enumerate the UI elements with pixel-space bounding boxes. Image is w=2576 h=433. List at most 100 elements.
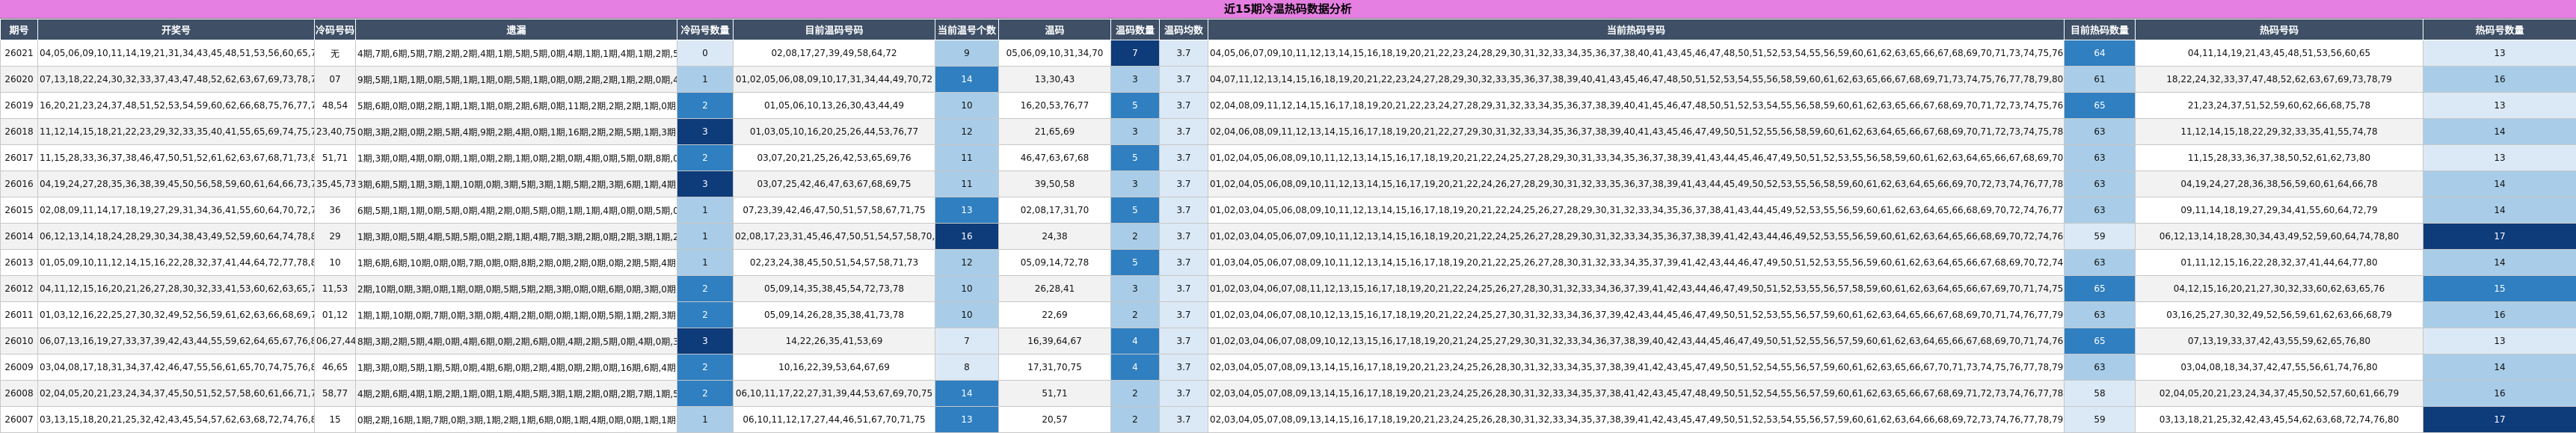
cell-cold-numbers[interactable]: 06,27,44 (315, 328, 356, 354)
cell-warm-average[interactable]: 3.7 (1160, 197, 1208, 224)
cell-warm-current[interactable]: 05,09,14,26,28,35,38,41,73,78 (734, 302, 935, 328)
cell-hot-current[interactable]: 01,02,03,04,06,07,08,09,10,12,13,15,16,1… (1208, 328, 2065, 354)
cell-cold-numbers[interactable]: 07 (315, 67, 356, 93)
cell-hot-numbers[interactable]: 03,16,25,27,30,32,49,52,56,59,61,62,63,6… (2136, 302, 2423, 328)
cell-warm-count[interactable]: 3 (1111, 276, 1160, 302)
cell-warm-current-count[interactable]: 12 (935, 119, 999, 145)
cell-warm-current[interactable]: 07,23,39,42,46,47,50,51,57,58,67,71,75 (734, 197, 935, 224)
cell-draw-numbers[interactable]: 01,03,12,16,22,25,27,30,32,49,52,56,59,6… (38, 302, 315, 328)
cell-hot-current-count[interactable]: 63 (2065, 197, 2136, 224)
cell-draw-numbers[interactable]: 06,07,13,16,19,27,33,37,39,42,43,44,55,5… (38, 328, 315, 354)
cell-cold-numbers[interactable]: 01,12 (315, 302, 356, 328)
cell-warm-count[interactable]: 4 (1111, 328, 1160, 354)
cell-cold-count[interactable]: 1 (677, 67, 734, 93)
cell-hot-current-count[interactable]: 64 (2065, 40, 2136, 67)
cell-warm-average[interactable]: 3.7 (1160, 381, 1208, 407)
cell-omission[interactable]: 5期,6期,0期,0期,2期,1期,1期,1期,0期,2期,6期,0期,11期,… (356, 93, 677, 119)
cell-warm-current[interactable]: 10,16,22,39,53,64,67,69 (734, 354, 935, 381)
cell-warm-numbers[interactable]: 20,57 (999, 407, 1111, 433)
cell-warm-count[interactable]: 2 (1111, 381, 1160, 407)
cell-cold-count[interactable]: 1 (677, 250, 734, 276)
cell-period[interactable]: 26008 (1, 381, 38, 407)
cell-warm-current[interactable]: 02,08,17,23,31,45,46,47,50,51,54,57,58,7… (734, 224, 935, 250)
cell-warm-average[interactable]: 3.7 (1160, 171, 1208, 197)
cell-hot-numbers[interactable]: 21,23,24,37,51,52,59,60,62,66,68,75,78 (2136, 93, 2423, 119)
cell-warm-numbers[interactable]: 16,20,53,76,77 (999, 93, 1111, 119)
cell-hot-numbers[interactable]: 18,22,24,32,33,37,47,48,52,62,63,67,69,7… (2136, 67, 2423, 93)
cell-draw-numbers[interactable]: 04,19,24,27,28,35,36,38,39,45,50,56,58,5… (38, 171, 315, 197)
cell-omission[interactable]: 1期,3期,0期,5期,1期,5期,0期,4期,6期,0期,2期,4期,0期,2… (356, 354, 677, 381)
cell-draw-numbers[interactable]: 04,05,06,09,10,11,14,19,21,31,34,43,45,4… (38, 40, 315, 67)
cell-warm-average[interactable]: 3.7 (1160, 354, 1208, 381)
cell-warm-current-count[interactable]: 9 (935, 40, 999, 67)
cell-period[interactable]: 26011 (1, 302, 38, 328)
cell-warm-current[interactable]: 02,23,24,38,45,50,51,54,57,58,71,73 (734, 250, 935, 276)
cell-period[interactable]: 26016 (1, 171, 38, 197)
cell-period[interactable]: 26010 (1, 328, 38, 354)
cell-cold-numbers[interactable]: 36 (315, 197, 356, 224)
cell-hot-numbers[interactable]: 11,15,28,33,36,37,38,50,52,61,62,73,80 (2136, 145, 2423, 171)
cell-period[interactable]: 26018 (1, 119, 38, 145)
cell-warm-count[interactable]: 2 (1111, 224, 1160, 250)
cell-hot-numbers[interactable]: 02,04,05,20,21,23,24,34,37,45,50,52,57,6… (2136, 381, 2423, 407)
cell-warm-current-count[interactable]: 7 (935, 328, 999, 354)
cell-cold-count[interactable]: 1 (677, 197, 734, 224)
cell-warm-numbers[interactable]: 02,08,17,31,70 (999, 197, 1111, 224)
cell-period[interactable]: 26020 (1, 67, 38, 93)
cell-warm-numbers[interactable]: 16,39,64,67 (999, 328, 1111, 354)
cell-warm-current-count[interactable]: 11 (935, 171, 999, 197)
cell-draw-numbers[interactable]: 11,12,14,15,18,21,22,23,29,32,33,35,40,4… (38, 119, 315, 145)
cell-draw-numbers[interactable]: 01,05,09,10,11,12,14,15,16,22,28,32,37,4… (38, 250, 315, 276)
cell-hot-numbers[interactable]: 11,12,14,15,18,22,29,32,33,35,41,55,74,7… (2136, 119, 2423, 145)
cell-hot-current[interactable]: 01,02,04,05,06,08,09,10,11,12,13,14,15,1… (1208, 171, 2065, 197)
cell-hot-count[interactable]: 14 (2423, 197, 2576, 224)
cell-warm-average[interactable]: 3.7 (1160, 276, 1208, 302)
cell-hot-count[interactable]: 16 (2423, 302, 2576, 328)
cell-warm-current[interactable]: 05,09,14,35,38,45,54,72,73,78 (734, 276, 935, 302)
cell-hot-current[interactable]: 01,02,04,05,06,08,09,10,11,12,13,14,15,1… (1208, 145, 2065, 171)
cell-cold-count[interactable]: 2 (677, 276, 734, 302)
cell-hot-count[interactable]: 13 (2423, 40, 2576, 67)
cell-hot-numbers[interactable]: 04,11,14,19,21,43,45,48,51,53,56,60,65 (2136, 40, 2423, 67)
cell-draw-numbers[interactable]: 16,20,21,23,24,37,48,51,52,53,54,59,60,6… (38, 93, 315, 119)
cell-period[interactable]: 26019 (1, 93, 38, 119)
cell-hot-current[interactable]: 01,02,03,04,06,07,08,11,12,13,15,16,17,1… (1208, 276, 2065, 302)
cell-omission[interactable]: 4期,7期,6期,5期,7期,2期,2期,4期,1期,5期,5期,0期,4期,1… (356, 40, 677, 67)
cell-cold-count[interactable]: 2 (677, 93, 734, 119)
cell-hot-count[interactable]: 13 (2423, 145, 2576, 171)
cell-period[interactable]: 26021 (1, 40, 38, 67)
cell-warm-numbers[interactable]: 13,30,43 (999, 67, 1111, 93)
cell-hot-current[interactable]: 01,02,03,04,06,07,08,10,12,13,15,16,17,1… (1208, 302, 2065, 328)
cell-hot-count[interactable]: 14 (2423, 354, 2576, 381)
cell-draw-numbers[interactable]: 03,13,15,18,20,21,25,32,42,43,45,54,57,6… (38, 407, 315, 433)
cell-cold-count[interactable]: 2 (677, 354, 734, 381)
cell-hot-numbers[interactable]: 09,11,14,18,19,27,29,34,41,55,60,64,72,7… (2136, 197, 2423, 224)
cell-cold-numbers[interactable]: 23,40,75 (315, 119, 356, 145)
cell-hot-current[interactable]: 01,02,03,04,05,06,08,09,10,11,12,13,14,1… (1208, 197, 2065, 224)
cell-hot-numbers[interactable]: 07,13,19,33,37,42,43,55,59,62,65,76,80 (2136, 328, 2423, 354)
cell-cold-count[interactable]: 2 (677, 145, 734, 171)
cell-hot-numbers[interactable]: 01,11,12,15,16,22,28,32,37,41,44,64,77,8… (2136, 250, 2423, 276)
cell-period[interactable]: 26007 (1, 407, 38, 433)
cell-warm-current[interactable]: 06,10,11,17,22,27,31,39,44,53,67,69,70,7… (734, 381, 935, 407)
cell-warm-current-count[interactable]: 10 (935, 93, 999, 119)
cell-hot-count[interactable]: 15 (2423, 276, 2576, 302)
cell-hot-current-count[interactable]: 59 (2065, 224, 2136, 250)
cell-warm-current-count[interactable]: 10 (935, 276, 999, 302)
cell-hot-numbers[interactable]: 06,12,13,14,18,28,30,34,43,49,52,59,60,6… (2136, 224, 2423, 250)
cell-warm-current[interactable]: 14,22,26,35,41,53,69 (734, 328, 935, 354)
cell-draw-numbers[interactable]: 11,15,28,33,36,37,38,46,47,50,51,52,61,6… (38, 145, 315, 171)
cell-warm-count[interactable]: 2 (1111, 407, 1160, 433)
cell-hot-current-count[interactable]: 65 (2065, 328, 2136, 354)
cell-hot-current[interactable]: 02,03,04,05,07,08,09,13,14,15,16,17,18,1… (1208, 354, 2065, 381)
cell-warm-current[interactable]: 03,07,25,42,46,47,63,67,68,69,75 (734, 171, 935, 197)
cell-warm-count[interactable]: 5 (1111, 197, 1160, 224)
cell-hot-count[interactable]: 17 (2423, 407, 2576, 433)
cell-warm-count[interactable]: 3 (1111, 67, 1160, 93)
cell-cold-numbers[interactable]: 35,45,73 (315, 171, 356, 197)
cell-period[interactable]: 26015 (1, 197, 38, 224)
cell-cold-count[interactable]: 2 (677, 381, 734, 407)
cell-hot-count[interactable]: 14 (2423, 171, 2576, 197)
cell-warm-current-count[interactable]: 10 (935, 302, 999, 328)
cell-omission[interactable]: 1期,1期,10期,0期,7期,0期,3期,0期,4期,2期,0期,0期,1期,… (356, 302, 677, 328)
